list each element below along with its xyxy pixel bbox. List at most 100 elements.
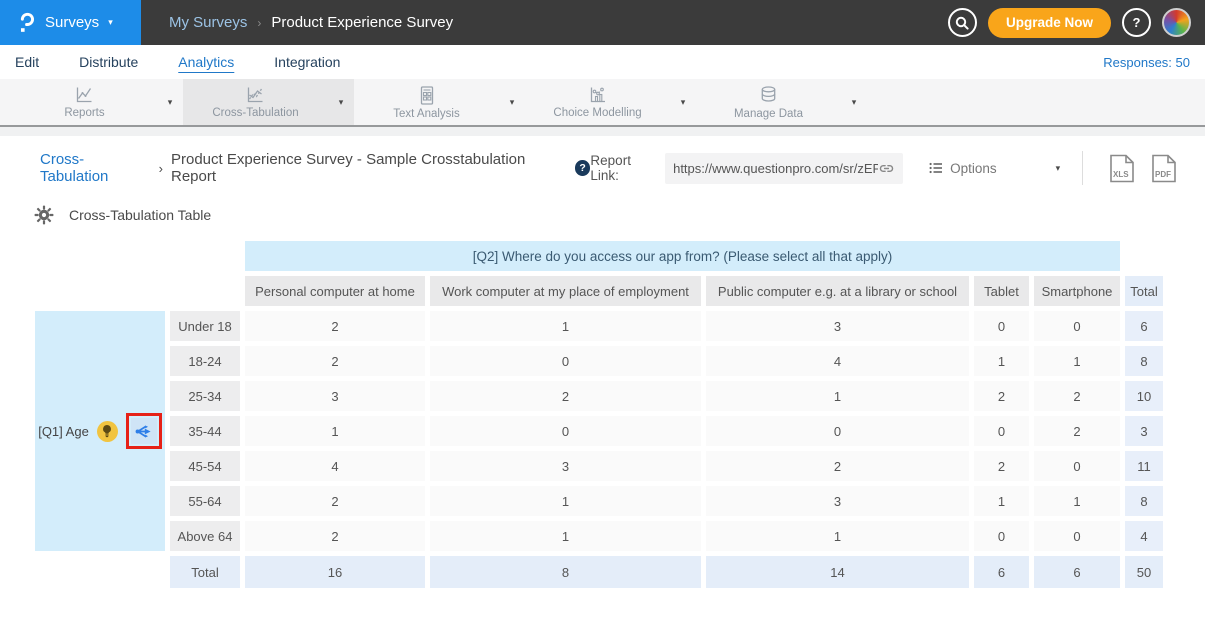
chevron-down-icon: ▾ (1056, 164, 1061, 173)
chevron-down-icon[interactable]: ▾ (157, 79, 183, 125)
column-header: Work computer at my place of employment (430, 276, 701, 306)
link-icon[interactable] (878, 160, 895, 177)
xls-file-icon: XLS (1109, 154, 1135, 183)
table-cell: 2 (245, 521, 425, 551)
tab-integration[interactable]: Integration (274, 54, 340, 70)
choice-modelling-icon (587, 85, 608, 105)
crosstab-table: [Q2] Where do you access our app from? (… (35, 241, 1185, 588)
column-header: Public computer e.g. at a library or sch… (706, 276, 969, 306)
topbar-actions: Upgrade Now ? (948, 8, 1205, 38)
toolbar-item-label: Text Analysis (393, 108, 459, 120)
table-cell: 1 (430, 311, 701, 341)
row-label: Above 64 (170, 521, 240, 551)
surveys-menu-label: Surveys (45, 14, 99, 31)
q1-row-header: [Q1] Age (35, 311, 165, 551)
chevron-down-icon[interactable]: ▾ (328, 79, 354, 125)
list-icon (929, 161, 943, 175)
line-chart-icon (74, 85, 95, 105)
xls-export-button[interactable]: XLS (1109, 154, 1135, 183)
table-cell: 0 (974, 416, 1029, 446)
report-link-label: Report Link: (590, 153, 653, 183)
toolbar-item-manage-data[interactable]: Manage Data ▾ (696, 79, 867, 125)
row-label: Total (170, 556, 240, 588)
column-header: Tablet (974, 276, 1029, 306)
table-cell: 10 (1125, 381, 1163, 411)
gear-icon[interactable] (34, 205, 54, 225)
table-cell: 0 (974, 311, 1029, 341)
row-question-label: [Q1] Age (38, 424, 89, 439)
table-cell: 16 (245, 556, 425, 588)
table-cell: 3 (430, 451, 701, 481)
row-label: 35-44 (170, 416, 240, 446)
table-cell: 2 (1034, 416, 1120, 446)
table-cell: 4 (706, 346, 969, 376)
survey-tab-bar: EditDistributeAnalyticsIntegration Respo… (0, 45, 1205, 79)
table-cell: 1 (1034, 346, 1120, 376)
surveys-menu[interactable]: Surveys ▾ (0, 0, 141, 45)
toolbar-item-label: Manage Data (734, 108, 803, 120)
table-cell: 8 (430, 556, 701, 588)
breadcrumb-separator: › (159, 161, 163, 176)
table-cell: 4 (245, 451, 425, 481)
row-label: 55-64 (170, 486, 240, 516)
svg-text:XLS: XLS (1113, 170, 1129, 179)
table-cell: 3 (706, 486, 969, 516)
tab-analytics[interactable]: Analytics (178, 54, 234, 70)
report-link-url: https://www.questionpro.com/sr/zEPPr (673, 161, 878, 176)
database-icon (758, 85, 779, 106)
table-cell: 1 (706, 381, 969, 411)
chevron-down-icon[interactable]: ▾ (499, 79, 525, 125)
toolbar-item-text-analysis[interactable]: Text Analysis ▾ (354, 79, 525, 125)
table-cell: 1 (430, 521, 701, 551)
table-cell: 1 (974, 486, 1029, 516)
toolbar-item-choice-modelling[interactable]: Choice Modelling▾ (525, 79, 696, 125)
table-cell: 2 (1034, 381, 1120, 411)
column-header: Smartphone (1034, 276, 1120, 306)
chevron-down-icon[interactable]: ▾ (841, 79, 867, 125)
report-link-input[interactable]: https://www.questionpro.com/sr/zEPPr (665, 153, 903, 184)
insight-bulb-icon[interactable] (97, 421, 118, 442)
vertical-divider (1082, 151, 1083, 185)
tab-edit[interactable]: Edit (15, 54, 39, 70)
table-cell: 2 (974, 451, 1029, 481)
highlight-box (126, 413, 162, 449)
question-mark-icon: ? (1133, 15, 1141, 30)
user-avatar[interactable] (1162, 8, 1191, 37)
table-cell: 2 (245, 346, 425, 376)
options-button[interactable]: Options ▾ (929, 161, 1060, 176)
table-cell: 6 (1125, 311, 1163, 341)
toolbar-item-label: Cross-Tabulation (212, 107, 298, 119)
toolbar-item-cross-tabulation[interactable]: Cross-Tabulation ▾ (183, 79, 354, 125)
drill-down-split-icon[interactable] (131, 418, 157, 444)
table-cell: 2 (706, 451, 969, 481)
chevron-down-icon[interactable]: ▾ (670, 79, 696, 125)
help-badge[interactable]: ? (575, 160, 591, 176)
divider-strip (0, 127, 1205, 136)
top-bar: Surveys ▾ My Surveys › Product Experienc… (0, 0, 1205, 45)
table-cell: 50 (1125, 556, 1163, 588)
tab-distribute[interactable]: Distribute (79, 54, 138, 70)
search-button[interactable] (948, 8, 977, 37)
row-label: 45-54 (170, 451, 240, 481)
table-cell: 8 (1125, 346, 1163, 376)
table-cell: 0 (1034, 451, 1120, 481)
pdf-file-icon: PDF (1151, 154, 1177, 183)
upgrade-now-button[interactable]: Upgrade Now (988, 8, 1111, 38)
crosstab-breadcrumb-link[interactable]: Cross-Tabulation (40, 151, 151, 185)
table-cell: 2 (974, 381, 1029, 411)
column-header: Personal computer at home (245, 276, 425, 306)
table-cell: 0 (430, 416, 701, 446)
section-header: Cross-Tabulation Table (20, 189, 1185, 231)
toolbar-item-label: Reports (64, 107, 104, 119)
breadcrumb: My Surveys › Product Experience Survey (169, 14, 453, 31)
breadcrumb-separator: › (257, 16, 261, 30)
main-content: Cross-Tabulation › Product Experience Su… (0, 147, 1205, 588)
table-cell: 0 (974, 521, 1029, 551)
table-cell: 1 (245, 416, 425, 446)
column-question-header: [Q2] Where do you access our app from? (… (245, 241, 1120, 271)
chevron-down-icon: ▾ (108, 18, 113, 27)
toolbar-item-reports[interactable]: Reports ▾ (12, 79, 183, 125)
breadcrumb-my-surveys[interactable]: My Surveys (169, 14, 247, 31)
pdf-export-button[interactable]: PDF (1151, 154, 1177, 183)
help-button[interactable]: ? (1122, 8, 1151, 37)
